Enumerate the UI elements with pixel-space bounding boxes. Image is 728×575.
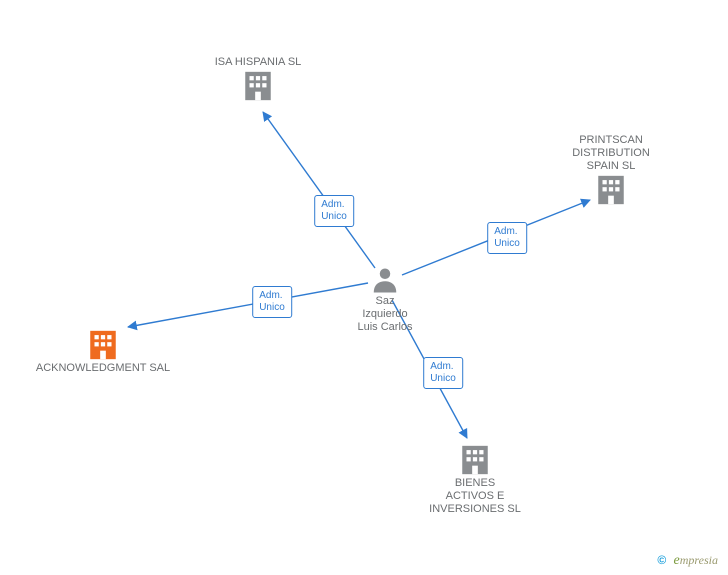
- edge-label: Adm. Unico: [487, 222, 527, 254]
- node-label: ACKNOWLEDGMENT SAL: [23, 362, 183, 375]
- person-node[interactable]: Saz Izquierdo Luis Carlos: [305, 265, 465, 334]
- edge-label: Adm. Unico: [423, 357, 463, 389]
- footer-credit: © empresia: [657, 553, 718, 569]
- brand: empresia: [674, 553, 718, 567]
- diagram-stage: Saz Izquierdo Luis Carlos ISA HISPANIA SL…: [0, 0, 728, 575]
- edge-label: Adm. Unico: [314, 195, 354, 227]
- edge-line: [263, 112, 375, 268]
- building-icon: [395, 443, 555, 477]
- building-icon: [23, 328, 183, 362]
- company-node[interactable]: ACKNOWLEDGMENT SAL: [23, 328, 183, 375]
- company-node[interactable]: PRINTSCAN DISTRIBUTION SPAIN SL: [531, 134, 691, 207]
- company-node[interactable]: ISA HISPANIA SL: [178, 56, 338, 103]
- node-label: BIENES ACTIVOS E INVERSIONES SL: [395, 477, 555, 516]
- node-label: PRINTSCAN DISTRIBUTION SPAIN SL: [531, 134, 691, 173]
- edge-label: Adm. Unico: [252, 286, 292, 318]
- node-label: Saz Izquierdo Luis Carlos: [305, 295, 465, 334]
- building-icon: [531, 173, 691, 207]
- company-node[interactable]: BIENES ACTIVOS E INVERSIONES SL: [395, 443, 555, 516]
- person-icon: [305, 265, 465, 295]
- copyright-symbol: ©: [657, 553, 666, 567]
- node-label: ISA HISPANIA SL: [178, 56, 338, 69]
- building-icon: [178, 69, 338, 103]
